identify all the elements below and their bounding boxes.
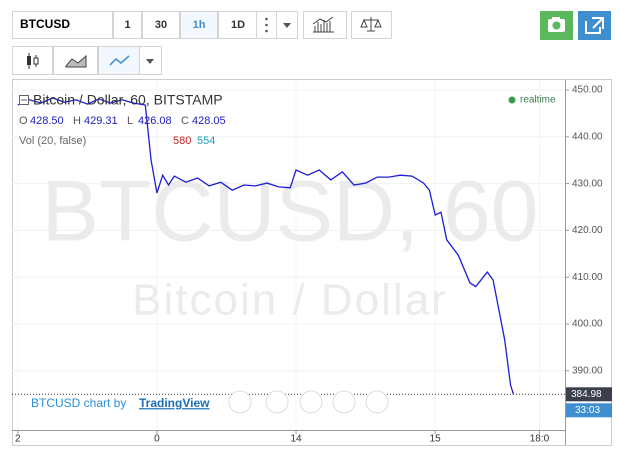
y-tick-label: 390.00 (572, 365, 603, 376)
x-tick-label: 0 (154, 434, 160, 445)
scroll-left[interactable] (228, 390, 252, 414)
credit: BTCUSD chart by (31, 396, 126, 410)
y-tick-label: 450.00 (572, 85, 603, 96)
ohlc-key: O (19, 115, 28, 127)
x-tick-label: 2 (15, 434, 21, 445)
last-price-label: 384.98 (571, 389, 602, 400)
watermark-sub: Bitcoin / Dollar (132, 276, 448, 325)
interval-label: 1h (193, 19, 206, 31)
symbol-input[interactable] (12, 11, 113, 39)
interval-button[interactable] (180, 11, 218, 39)
reset[interactable] (299, 390, 323, 414)
last-price-box (566, 387, 612, 402)
y-tick-label: 420.00 (572, 225, 603, 236)
credit-link[interactable]: TradingView (139, 396, 210, 410)
countdown-label: 33:03 (575, 405, 600, 416)
x-tick-label: 14 (290, 434, 302, 445)
interval-button[interactable] (142, 11, 180, 39)
ohlc-value: 429.31 (84, 115, 118, 127)
candles-button[interactable] (12, 46, 53, 75)
zoom-out[interactable] (265, 390, 289, 414)
zoom-in[interactable] (332, 390, 356, 414)
ohlc-key: H (73, 115, 81, 127)
ohlc-key: L (127, 115, 133, 127)
nav-buttons (228, 390, 389, 414)
scroll-right[interactable] (365, 390, 389, 414)
ohlc-value: 428.05 (192, 115, 226, 127)
y-tick-label: 430.00 (572, 178, 603, 189)
interval-label: 1 (124, 19, 130, 31)
interval-label: 30 (155, 19, 167, 31)
interval-button[interactable] (113, 11, 142, 39)
volume-legend: Vol (20, false) (19, 135, 86, 147)
chart-frame (12, 79, 612, 446)
y-tick-label: 400.00 (572, 319, 603, 330)
x-tick-label: 18:0 (530, 434, 550, 445)
countdown-box (566, 403, 612, 418)
ohlc-key: C (181, 115, 189, 127)
realtime-dot (508, 96, 516, 104)
symbol: BTCUSD (20, 17, 70, 31)
area-button[interactable] (53, 46, 98, 75)
ohlc-value: 426.08 (138, 115, 172, 127)
indicators-button[interactable] (303, 11, 347, 39)
ohlc-value: 428.50 (30, 115, 64, 127)
watermark: BTCUSD, 60 (41, 164, 538, 260)
volume-value: 580 (173, 135, 191, 147)
interval-button[interactable] (218, 11, 258, 39)
y-tick-label: 440.00 (572, 131, 603, 142)
legend-title: Bitcoin / Dollar, 60, BITSTAMP (33, 92, 223, 108)
volume-ma-value: 554 (197, 135, 215, 147)
x-tick-label: 15 (430, 434, 442, 445)
interval-label: 1D (231, 19, 245, 31)
y-tick-label: 410.00 (572, 272, 603, 283)
realtime-status: realtime (520, 95, 556, 106)
price-line (17, 97, 515, 395)
